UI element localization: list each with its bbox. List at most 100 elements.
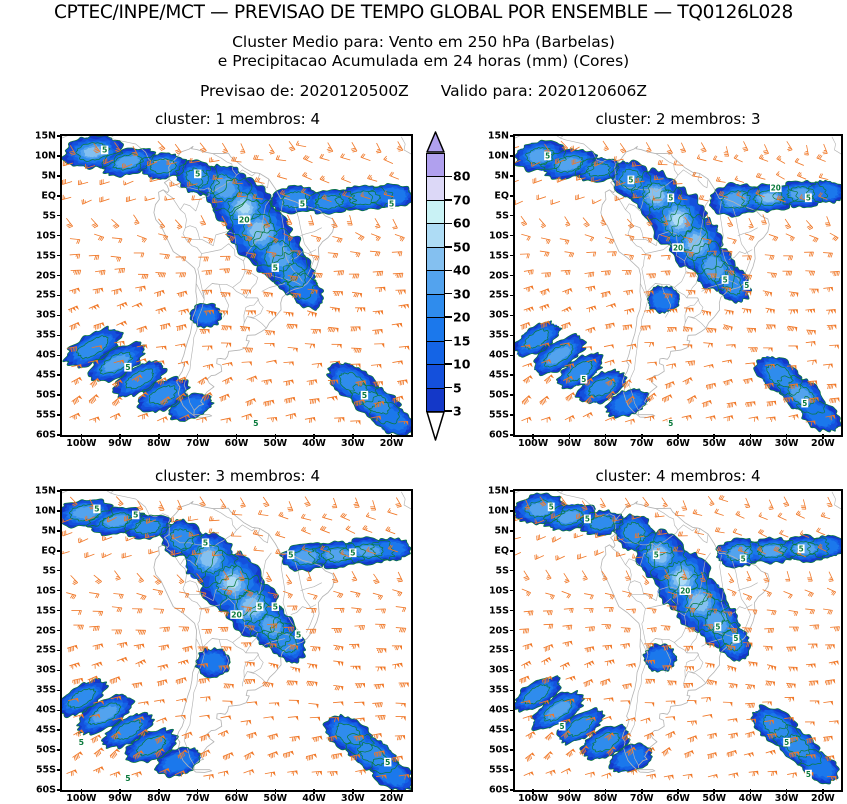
lat-tick [57,490,62,492]
lon-tick-label: 30W [341,438,365,449]
lat-tick [57,135,62,137]
lon-tick [352,434,354,439]
lat-tick-label: 60S [26,430,56,441]
colorbar-tick [445,316,452,318]
svg-text:5: 5 [288,550,293,559]
lon-tick [532,434,534,439]
lat-tick [57,315,62,317]
lat-tick-label: 30S [26,310,56,321]
valid-for-label: Valido para: 2020120606Z [441,82,647,100]
lat-tick-label: 5S [26,565,56,576]
lat-tick [57,235,62,237]
lon-tick [391,789,393,794]
svg-text:5: 5 [560,722,565,731]
lat-tick [510,155,515,157]
lon-tick [197,789,199,794]
lon-tick-label: 60W [225,438,249,449]
lon-tick-label: 30W [341,793,365,804]
lon-tick-label: 40W [739,793,763,804]
lat-tick [510,789,515,791]
lat-tick [510,769,515,771]
lat-tick [510,490,515,492]
lat-tick-label: 45S [26,725,56,736]
lat-tick [510,630,515,632]
colorbar-tick [445,199,452,201]
lat-tick-label: 20S [26,270,56,281]
svg-text:5: 5 [654,550,659,559]
lat-tick-label: 45S [26,370,56,381]
lon-tick [713,434,715,439]
svg-text:5: 5 [799,544,804,553]
lat-tick [57,650,62,652]
lon-tick [641,789,643,794]
svg-text:5: 5 [668,193,673,202]
lat-tick [57,610,62,612]
svg-text:20: 20 [771,183,781,192]
lat-tick-label: 35S [479,685,509,696]
lat-tick [57,590,62,592]
colorbar-tick [445,363,452,365]
lon-tick-label: 80W [147,438,171,449]
lon-tick [605,434,607,439]
lon-tick-label: 60W [225,793,249,804]
lat-tick-label: 55S [26,410,56,421]
lat-tick-label: 15N [479,486,509,497]
lat-tick-label: 55S [26,765,56,776]
svg-text:5: 5 [581,375,586,384]
lon-tick-label: 70W [630,438,654,449]
lat-tick [510,729,515,731]
lat-tick [57,275,62,277]
lat-tick [57,550,62,552]
lat-tick [510,570,515,572]
lat-tick-label: 10S [479,585,509,596]
lat-tick-label: 10N [479,505,509,516]
lat-tick-label: 20S [26,625,56,636]
svg-text:5: 5 [741,554,746,563]
lon-tick-label: 40W [302,438,326,449]
lon-tick [119,789,121,794]
lat-tick [510,355,515,357]
colorbar-tick [445,176,452,178]
lat-tick-label: 10N [26,150,56,161]
lon-tick-label: 20W [380,438,404,449]
lat-tick [57,215,62,217]
colorbar-band [426,388,445,413]
lon-tick [81,434,83,439]
lat-tick-label: EQ [26,545,56,556]
lat-tick [57,335,62,337]
lon-tick-label: 50W [702,793,726,804]
lat-tick [510,670,515,672]
colorbar-band [426,176,445,201]
lon-tick [197,434,199,439]
lat-tick [510,690,515,692]
svg-text:20: 20 [680,586,690,595]
lat-tick-label: 15N [26,131,56,142]
lon-tick [786,789,788,794]
lon-tick [275,434,277,439]
svg-text:5: 5 [273,263,278,272]
colorbar-tick-label: 60 [453,216,470,231]
lon-tick-label: 40W [302,793,326,804]
lat-tick [510,374,515,376]
lat-tick [57,670,62,672]
lon-tick-label: 20W [811,438,835,449]
colorbar-tick [445,246,452,248]
lat-tick-label: 10S [26,230,56,241]
lon-tick-label: 90W [557,438,581,449]
lat-tick-label: 35S [26,330,56,341]
lat-tick-label: 40S [26,705,56,716]
lat-tick [510,434,515,436]
lat-tick [510,590,515,592]
lon-tick-label: 100W [518,438,548,449]
lon-tick [822,434,824,439]
lat-tick-label: 35S [26,685,56,696]
lat-tick-label: 55S [479,765,509,776]
lon-tick [569,434,571,439]
lat-tick-label: 5N [479,525,509,536]
